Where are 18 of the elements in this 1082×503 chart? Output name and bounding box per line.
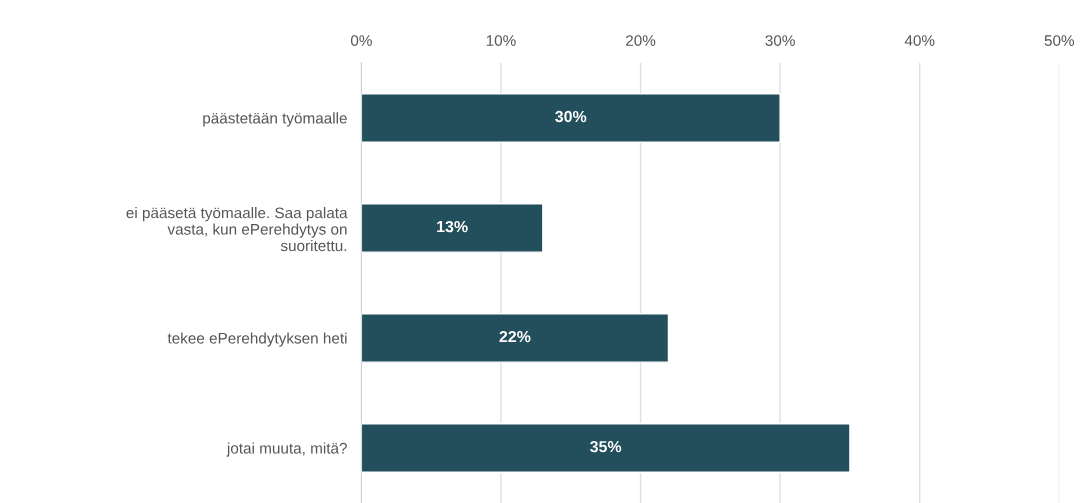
bar bbox=[361, 313, 670, 363]
data-label: 22% bbox=[499, 330, 531, 343]
bar bbox=[361, 203, 544, 253]
x-tick-label: 0% bbox=[350, 35, 372, 46]
y-tick-label: päästetään työmaalle bbox=[203, 112, 347, 127]
bar bbox=[361, 92, 781, 143]
data-label: 13% bbox=[437, 220, 468, 233]
x-tick-label: 30% bbox=[765, 35, 795, 46]
x-tick-label: 20% bbox=[626, 35, 656, 46]
data-label: 35% bbox=[590, 440, 622, 453]
y-tick-label: tekee ePerehdytyksen heti bbox=[167, 332, 347, 347]
data-label: 30% bbox=[555, 110, 587, 123]
x-tick-label: 40% bbox=[904, 35, 935, 46]
x-tick-label: 50% bbox=[1044, 35, 1075, 46]
y-tick-label: ei pääsetä työmaalle. Saa palata vasta, kun ePerehdytys on suoritettu. bbox=[126, 207, 348, 252]
bar bbox=[361, 423, 851, 473]
x-tick-label: 10% bbox=[486, 35, 516, 46]
y-tick-label: jotai muuta, mitä? bbox=[226, 442, 347, 457]
